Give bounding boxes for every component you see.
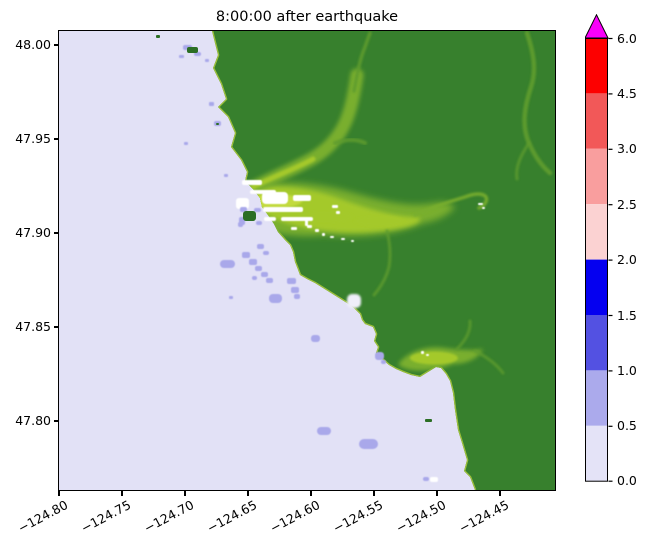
colorbar-segment — [585, 38, 608, 94]
x-tick — [247, 491, 249, 496]
x-tick-label: −124.50 — [393, 497, 449, 536]
coastal-inundation-map — [59, 31, 555, 490]
y-tick — [54, 326, 59, 328]
colorbar-segment — [585, 204, 608, 260]
colorbar-segment — [585, 315, 608, 371]
y-tick — [54, 44, 59, 46]
x-tick — [184, 491, 186, 496]
x-tick-label: −124.55 — [330, 497, 386, 536]
valley-south-core — [410, 351, 458, 365]
y-tick-label: 48.00 — [15, 37, 51, 52]
x-tick-label: −124.65 — [204, 497, 260, 536]
plot-title: 8:00:00 after earthquake — [215, 9, 399, 25]
colorbar-tick-label: 0.5 — [617, 418, 637, 434]
valley-bright-streak — [354, 216, 404, 226]
x-tick-label: −124.70 — [141, 497, 197, 536]
colorbar-outline — [585, 38, 608, 482]
y-tick-label: 47.80 — [15, 413, 51, 428]
colorbar-tick-label: 4.5 — [617, 85, 637, 101]
valley-north-arm-upper — [352, 31, 372, 93]
river-top-right — [522, 31, 553, 176]
valley-south-branch — [473, 349, 505, 375]
colorbar-tick-label: 6.0 — [617, 30, 637, 46]
valley-south-tendril — [372, 229, 392, 297]
x-tick — [58, 491, 60, 496]
river-top-right-branch — [515, 141, 531, 181]
x-tick-label: −124.60 — [267, 497, 323, 536]
y-tick — [54, 138, 59, 140]
colorbar — [584, 13, 615, 484]
y-tick-label: 47.85 — [15, 319, 51, 334]
colorbar-tick-label: 1.0 — [617, 362, 637, 378]
river-channels — [236, 180, 485, 482]
valley-south-branch — [455, 319, 472, 351]
colorbar-extend-triangle — [584, 13, 609, 39]
map-axes — [58, 30, 556, 491]
colorbar-segment — [585, 148, 608, 205]
bay-water — [347, 294, 361, 308]
x-tick-label: −124.75 — [78, 497, 134, 536]
x-tick — [373, 491, 375, 496]
valley-east-tendril — [413, 192, 489, 217]
x-tick — [499, 491, 501, 496]
y-tick — [54, 232, 59, 234]
valley-fork — [333, 138, 367, 145]
x-tick-label: −124.45 — [456, 497, 512, 536]
colorbar-tick-label: 3.0 — [617, 141, 637, 157]
colorbar-graphic — [584, 13, 613, 482]
beach-strip — [212, 31, 477, 490]
colorbar-segment — [585, 93, 608, 149]
colorbar-tick-label: 2.0 — [617, 252, 637, 268]
colorbar-tick-label: 1.5 — [617, 307, 637, 323]
colorbar-segment — [585, 370, 608, 426]
x-tick — [121, 491, 123, 496]
colorbar-segment — [585, 259, 608, 315]
offshore-islands — [156, 35, 432, 422]
colorbar-tick-label: 0.0 — [617, 473, 637, 489]
y-tick-label: 47.90 — [15, 225, 51, 240]
x-tick-label: −124.80 — [15, 497, 71, 536]
x-tick — [310, 491, 312, 496]
y-tick — [54, 420, 59, 422]
colorbar-segment — [585, 425, 608, 482]
colorbar-tick-label: 2.5 — [617, 196, 637, 212]
colorbar-ticks — [608, 37, 613, 482]
y-tick-label: 47.95 — [15, 131, 51, 146]
land-mass — [212, 31, 555, 490]
x-tick — [436, 491, 438, 496]
